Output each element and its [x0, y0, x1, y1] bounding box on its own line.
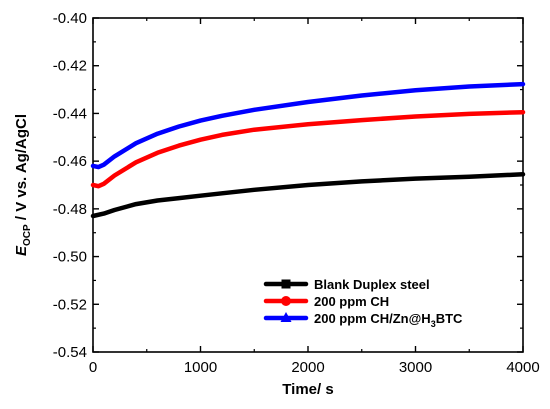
y-axis-title-rest: / V vs. Ag/AgCl	[13, 114, 30, 224]
y-tick-label: -0.50	[53, 249, 87, 266]
y-tick-label: -0.54	[53, 344, 87, 361]
y-tick-label: -0.48	[53, 201, 87, 218]
y-axis-title: EOCP / V vs. Ag/AgCl	[13, 114, 33, 256]
x-axis-title: Time/ s	[282, 381, 333, 398]
legend-label: 200 ppm CH	[314, 294, 389, 309]
legend-label: 200 ppm CH/Zn@H3BTC	[314, 311, 463, 329]
x-tick-label: 3000	[399, 359, 432, 376]
legend-marker	[280, 312, 292, 322]
x-tick-label: 2000	[291, 359, 324, 376]
y-tick-label: -0.42	[53, 58, 87, 75]
y-axis-title-main: E	[13, 245, 30, 256]
series-line	[90, 109, 526, 189]
series-line	[90, 172, 526, 219]
legend-marker	[281, 296, 291, 306]
legend-marker	[281, 279, 291, 289]
axis-ticks: 0 1000 2000 3000 4000 -0.54 -0.52 -0.50 -0.48 -0.…	[53, 10, 540, 376]
x-tick-label: 4000	[506, 359, 539, 376]
y-tick-label: -0.44	[53, 105, 87, 122]
x-tick-label: 0	[89, 359, 97, 376]
legend: Blank Duplex steel 200 ppm CH 200 ppm CH/Z…	[263, 277, 463, 329]
y-tick-label: -0.52	[53, 296, 87, 313]
legend-label: Blank Duplex steel	[314, 277, 430, 292]
series-layer	[90, 81, 526, 219]
x-tick-label: 1000	[184, 359, 217, 376]
y-tick-label: -0.46	[53, 153, 87, 170]
series-line	[90, 81, 526, 170]
y-tick-label: -0.40	[53, 10, 87, 27]
y-axis-title-subscript: OCP	[22, 224, 33, 246]
